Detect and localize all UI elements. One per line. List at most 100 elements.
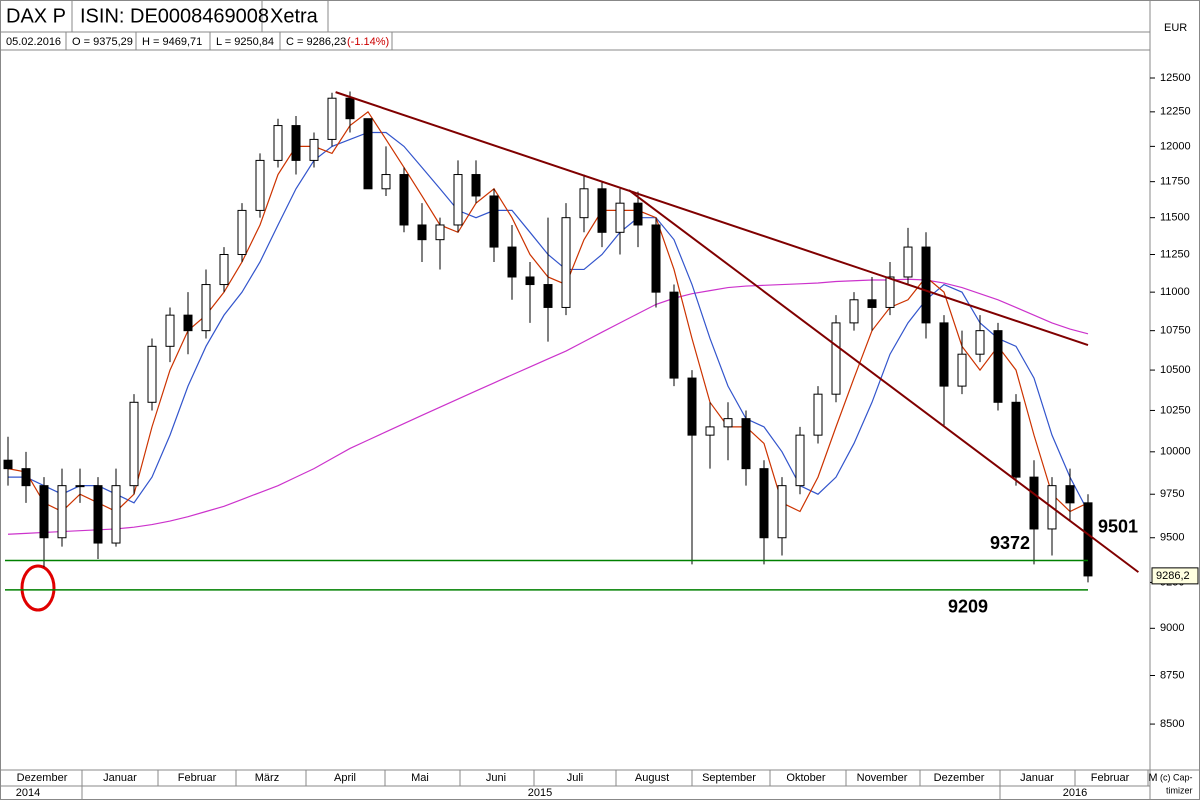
month-label: Juli	[567, 772, 584, 784]
candle-body	[507, 246, 517, 278]
month-label: Januar	[103, 772, 137, 784]
candle-body	[75, 485, 85, 488]
highlight-circle	[20, 564, 56, 612]
candle-body	[129, 401, 139, 487]
y-tick-label: 8500	[1160, 718, 1184, 730]
month-label: September	[702, 772, 756, 784]
candle-body	[543, 284, 553, 308]
candle-body	[399, 174, 409, 226]
high: H = 9469,71	[142, 36, 202, 48]
symbol: DAX P	[6, 5, 66, 27]
candle-body	[777, 485, 787, 539]
candle-body	[741, 418, 751, 470]
change: (-1.14%)	[347, 36, 389, 48]
y-tick-label: 12000	[1160, 140, 1191, 152]
candle-body	[93, 485, 103, 544]
year-label: 2015	[528, 787, 552, 799]
candle-body	[867, 299, 877, 308]
candle-body	[687, 377, 697, 436]
candle-body	[471, 174, 481, 197]
last-price-label: 9286,2	[1156, 570, 1190, 582]
year-label: 2014	[16, 787, 40, 799]
candle-body	[615, 202, 625, 233]
candle-body	[957, 353, 967, 387]
month-label: März	[255, 772, 279, 784]
copyright: (c) Cap-	[1160, 772, 1193, 782]
y-tick-label: 11000	[1160, 286, 1190, 298]
candle-body	[795, 434, 805, 487]
y-tick-label: 9000	[1160, 622, 1184, 634]
candle-body	[525, 276, 535, 286]
year-label: 2016	[1063, 787, 1087, 799]
exchange: Xetra	[270, 5, 319, 27]
candle-body	[633, 202, 643, 226]
candle-body	[255, 159, 265, 211]
candle-body	[273, 125, 283, 161]
candle-body	[651, 224, 661, 293]
low: L = 9250,84	[216, 36, 274, 48]
close: C = 9286,23	[286, 36, 346, 48]
y-tick-label: 11750	[1160, 176, 1190, 188]
month-label: August	[635, 772, 669, 784]
candle-body	[849, 299, 859, 324]
month-label: Dezember	[934, 772, 985, 784]
month-label: April	[334, 772, 356, 784]
candle-body	[57, 485, 67, 539]
date: 05.02.2016	[6, 36, 61, 48]
candle-body	[1083, 502, 1093, 577]
candle-body	[903, 246, 913, 278]
candle-body	[669, 291, 679, 379]
y-tick-label: 11250	[1160, 248, 1190, 260]
y-tick-label: 12500	[1160, 72, 1191, 84]
month-label: November	[857, 772, 908, 784]
trend-line	[335, 91, 1089, 347]
month-label: M	[1148, 772, 1157, 784]
candle-body	[921, 246, 931, 324]
month-label: Juni	[486, 772, 506, 784]
candle-body	[561, 217, 571, 308]
y-tick-label: 10000	[1160, 446, 1191, 458]
candle-body	[435, 224, 445, 241]
y-tick-label: 10500	[1160, 364, 1191, 376]
y-tick-label: 9750	[1160, 488, 1184, 500]
candle-body	[327, 97, 337, 140]
level-label: 9209	[948, 597, 988, 617]
candle-body	[147, 345, 157, 403]
candle-body	[453, 174, 463, 226]
candle-body	[309, 138, 319, 161]
candle-body	[381, 174, 391, 190]
header: DAX P ISIN: DE0008469008 Xetra 05.02.201…	[0, 0, 1187, 51]
y-tick-label: 8750	[1160, 669, 1184, 681]
candle-body	[993, 330, 1003, 403]
candle-body	[831, 322, 841, 395]
y-tick-label: 10750	[1160, 325, 1191, 337]
last-price-box	[1151, 567, 1199, 585]
candle-body	[759, 468, 769, 539]
isin: ISIN: DE0008469008	[80, 5, 269, 27]
candle-body	[3, 459, 13, 470]
candle-body	[183, 314, 193, 332]
month-label: Dezember	[17, 772, 68, 784]
candle-body	[165, 314, 175, 347]
candle-body	[345, 97, 355, 120]
candle-body	[975, 330, 985, 355]
candle-body	[1065, 485, 1075, 504]
open: O = 9375,29	[72, 36, 133, 48]
candle-body	[201, 284, 211, 332]
currency: EUR	[1164, 22, 1187, 34]
candle-body	[111, 485, 121, 544]
trend-line	[628, 189, 1139, 573]
y-tick-label: 9500	[1160, 532, 1184, 544]
month-label: Oktober	[786, 772, 825, 784]
month-label: Januar	[1020, 772, 1054, 784]
candle-body	[363, 118, 373, 190]
candle-body	[219, 253, 229, 286]
candle-body	[597, 188, 607, 233]
candle-body	[39, 485, 49, 539]
candle-body	[885, 276, 895, 308]
candle-body	[489, 195, 499, 248]
y-tick-label: 10250	[1160, 404, 1191, 416]
